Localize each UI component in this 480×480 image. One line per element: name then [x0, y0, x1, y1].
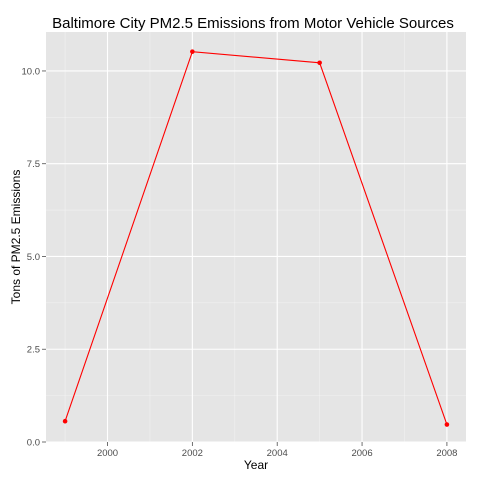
y-axis: 0.0 2.5 5.0 7.5 10.0	[22, 66, 46, 449]
x-tick-label: 2006	[351, 448, 372, 459]
grid-minor	[46, 32, 466, 442]
data-point	[62, 418, 68, 424]
data-point	[317, 60, 322, 66]
y-tick-label: 7.5	[27, 159, 40, 170]
x-axis-title: Year	[244, 458, 268, 472]
y-tick-label: 2.5	[27, 345, 40, 356]
x-tick-label: 2002	[182, 448, 203, 459]
x-tick-label: 2008	[436, 448, 457, 459]
x-tick-label: 2000	[97, 448, 118, 459]
grid-major	[46, 32, 466, 443]
y-axis-title: Tons of PM2.5 Emissions	[9, 170, 23, 305]
x-axis: 2000 2002 2004 2006 2008	[97, 442, 457, 459]
y-tick-label: 10.0	[22, 66, 41, 77]
data-point	[444, 422, 450, 427]
series-layer	[62, 49, 450, 427]
data-point	[190, 49, 195, 54]
y-tick-label: 5.0	[27, 252, 40, 263]
plot-panel	[46, 32, 466, 442]
series-line	[64, 51, 448, 425]
chart-title: Baltimore City PM2.5 Emissions from Moto…	[52, 15, 454, 32]
y-tick-label: 0.0	[27, 438, 40, 449]
x-tick-label: 2004	[267, 448, 288, 459]
